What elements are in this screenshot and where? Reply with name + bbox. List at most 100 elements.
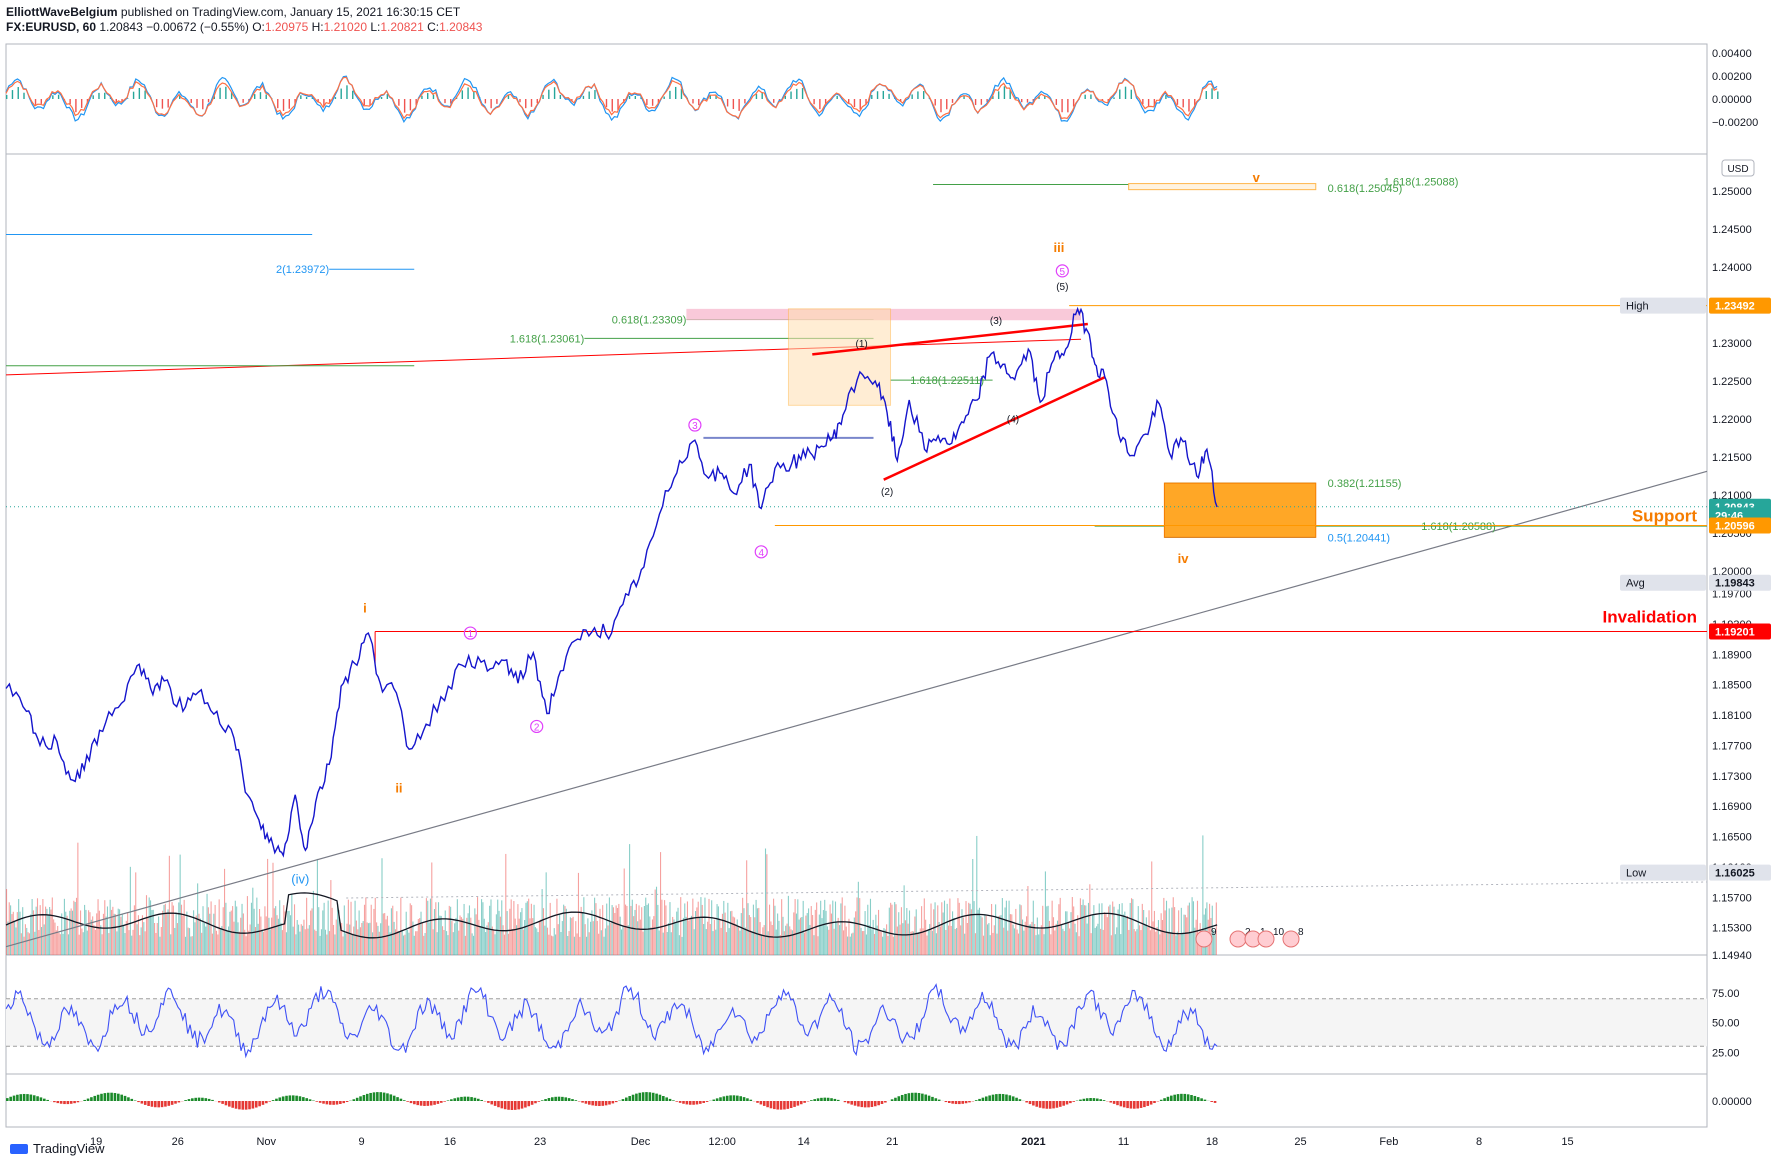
- histogram-bar: [90, 1097, 93, 1101]
- time-tick-label: 23: [534, 1136, 546, 1148]
- volume-bar: [1135, 931, 1137, 955]
- volume-bar: [1069, 928, 1071, 955]
- volume-bar: [919, 928, 921, 955]
- histogram-bar: [729, 1095, 732, 1101]
- oscillator-histogram-bar: [369, 99, 371, 106]
- histogram-bar: [1170, 1095, 1173, 1101]
- histogram-bar: [43, 1098, 46, 1101]
- histogram-bar: [1210, 1101, 1213, 1102]
- volume-bar: [833, 928, 835, 955]
- volume-bar: [773, 898, 775, 955]
- histogram-bar: [362, 1095, 366, 1101]
- currency-button[interactable]: USD: [1727, 164, 1748, 175]
- fib-level-label: 0.382(1.21155): [1328, 478, 1402, 490]
- histogram-bar: [413, 1101, 416, 1105]
- volume-bar: [568, 931, 570, 955]
- oscillator-histogram-bar: [179, 94, 181, 99]
- volume-bar: [1143, 910, 1145, 955]
- chart-frame: [5, 43, 1708, 1128]
- histogram-bar: [665, 1097, 668, 1101]
- volume-bar: [69, 910, 71, 955]
- symbol-label[interactable]: FX:EURUSD, 60: [6, 20, 97, 34]
- volume-bar: [918, 932, 920, 955]
- volume-bar: [549, 902, 551, 955]
- oscillator-histogram-bar: [415, 99, 417, 105]
- volume-bar: [567, 935, 569, 955]
- volume-bar: [345, 933, 347, 955]
- volume-bar: [751, 932, 753, 955]
- volume-bar: [377, 925, 379, 955]
- oscillator-histogram-bar: [167, 99, 169, 108]
- histogram-bar: [850, 1101, 854, 1105]
- volume-bar: [594, 897, 596, 955]
- author-name[interactable]: ElliottWaveBelgium: [6, 5, 118, 19]
- volume-bar: [425, 898, 427, 955]
- oscillator-histogram-bar: [496, 99, 498, 104]
- volume-bar: [633, 916, 635, 955]
- volume-bar: [283, 905, 285, 955]
- volume-bar: [1112, 901, 1114, 955]
- volume-bar: [1126, 915, 1129, 955]
- histogram-bar: [416, 1101, 420, 1106]
- volume-bar: [34, 931, 36, 955]
- wave-circle: [754, 545, 768, 559]
- volume-bar: [805, 915, 807, 955]
- volume-bar: [90, 919, 92, 955]
- volume-bar: [1176, 931, 1178, 955]
- volume-bar: [66, 915, 68, 955]
- volume-bar: [1075, 932, 1077, 955]
- volume-bar: [219, 928, 222, 955]
- histogram-bar: [749, 1099, 753, 1101]
- volume-bar: [437, 902, 440, 955]
- volume-bar: [791, 930, 793, 955]
- volume-bar: [1087, 902, 1090, 955]
- volume-bar: [1048, 920, 1051, 955]
- histogram-bar: [446, 1100, 450, 1101]
- volume-bar: [401, 930, 403, 955]
- volume-bar: [238, 931, 240, 955]
- volume-bar: [1020, 905, 1022, 955]
- fib-level-label: 0.5(1.20441): [1328, 532, 1390, 544]
- chart-header-line1: ElliottWaveBelgium published on TradingV…: [6, 5, 460, 19]
- volume-bar: [137, 915, 139, 955]
- volume-bar: [1004, 907, 1006, 955]
- volume-bar: [312, 890, 314, 955]
- histogram-bar: [551, 1097, 554, 1101]
- volume-bar: [569, 917, 571, 955]
- volume-bar: [1156, 926, 1158, 955]
- volume-bar: [18, 899, 20, 955]
- histogram-bar: [439, 1101, 443, 1103]
- volume-bar: [159, 936, 161, 955]
- volume-bar: [956, 927, 958, 955]
- volume-bar: [182, 915, 184, 955]
- volume-bar: [349, 924, 351, 955]
- volume-bar: [1164, 910, 1166, 955]
- histogram-bar: [113, 1093, 117, 1101]
- histogram-bar: [540, 1100, 544, 1101]
- volume-bar: [1081, 904, 1083, 955]
- histogram-bar: [944, 1101, 948, 1103]
- volume-bar: [908, 910, 911, 955]
- histogram-bar: [157, 1101, 160, 1108]
- volume-bar: [57, 925, 59, 955]
- volume-bar: [727, 902, 729, 955]
- volume-bar: [154, 923, 156, 955]
- tradingview-logo[interactable]: TradingView: [10, 1141, 105, 1156]
- volume-bar: [59, 934, 61, 955]
- volume-bar: [482, 902, 484, 955]
- volume-bar: [1058, 904, 1060, 955]
- histogram-bar: [63, 1101, 66, 1105]
- histogram-bar: [268, 1101, 272, 1102]
- volume-bar: [224, 868, 226, 955]
- volume-bar: [861, 931, 863, 955]
- oscillator-histogram-bar: [980, 99, 983, 105]
- time-tick-label: 8: [1476, 1136, 1482, 1148]
- histogram-bar: [988, 1095, 991, 1101]
- histogram-bar: [177, 1101, 181, 1103]
- axis-price-tag: [1709, 297, 1771, 314]
- histogram-bar: [503, 1101, 507, 1110]
- histogram-bar: [648, 1092, 652, 1101]
- oscillator-histogram-bar: [571, 99, 573, 102]
- time-tick-label: 16: [444, 1136, 456, 1148]
